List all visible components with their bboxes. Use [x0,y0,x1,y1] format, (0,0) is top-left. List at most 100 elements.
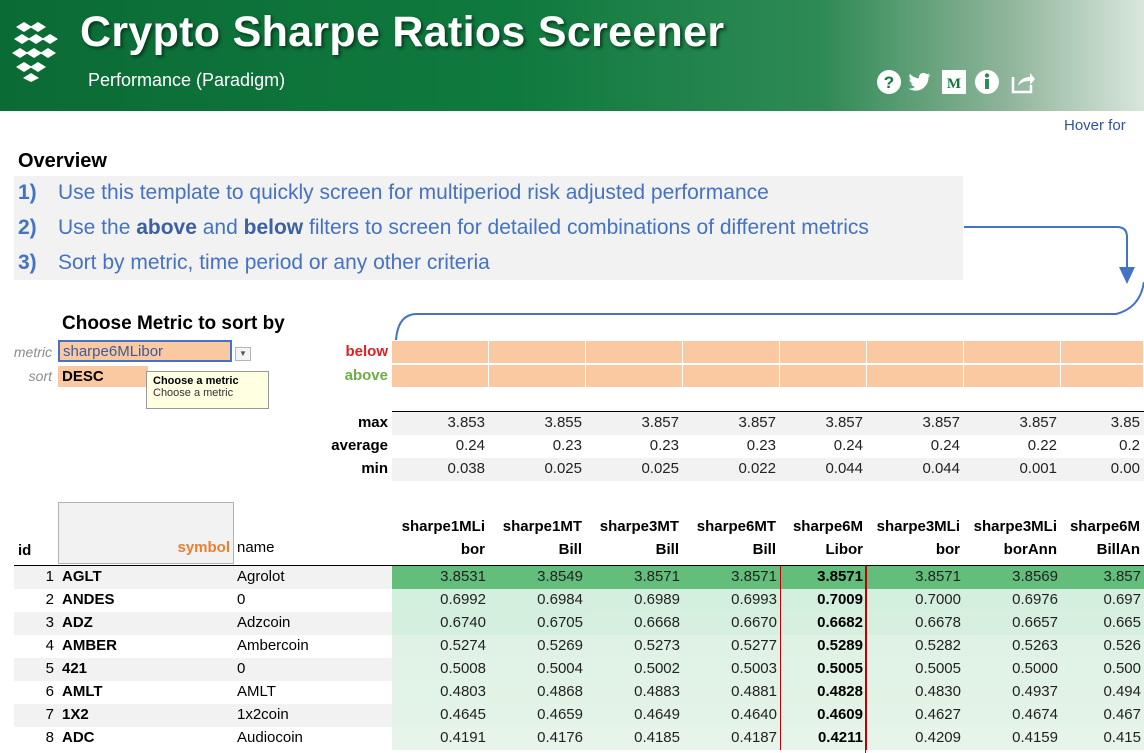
row-name: AMLT [237,683,276,700]
overview-step-3: 3) Sort by metric, time period or any oth… [18,251,490,286]
metric-cell: 0.6989 [586,589,683,612]
metric-cell: 0.4649 [586,704,683,727]
table-row[interactable]: 4 AMBER Ambercoin 0.5274 0.5269 0.5273 0.5277 0… [14,635,1144,658]
below-filter-cell[interactable] [683,341,780,363]
metric-cell: 0.6993 [683,589,780,612]
stats-average-row: 0.24 0.23 0.23 0.23 0.24 0.24 0.22 0.2 [392,435,1144,458]
column-header-sharpe3MTBill[interactable]: sharpe3MT Bill [586,515,679,561]
help-icon[interactable]: ? [876,69,902,95]
max-value: 3.855 [544,414,582,431]
metric-cell: 3.8571 [683,566,780,589]
table-row[interactable]: 3 ADZ Adzcoin 0.6740 0.6705 0.6668 0.6670 0.668… [14,612,1144,635]
min-value: 0.025 [544,460,582,477]
step-keyword: below [243,216,304,239]
average-value: 0.22 [1027,437,1057,454]
below-filter-cell[interactable] [586,341,683,363]
min-value: 0.044 [825,460,863,477]
max-value: 3.857 [738,414,776,431]
metric-cell: 0.4883 [586,681,683,704]
below-filter-cell[interactable] [964,341,1061,363]
table-row[interactable]: 2 ANDES 0 0.6992 0.6984 0.6989 0.6993 0.7009 0.7… [14,589,1144,612]
overview-title: Overview [18,150,107,172]
below-filter-cell[interactable] [780,341,867,363]
step-text: filters to screen for detailed combinati… [303,216,869,239]
max-value: 3.857 [825,414,863,431]
choose-metric-title: Choose Metric to sort by [62,313,285,334]
symbol-column-header[interactable]: symbol [177,539,230,556]
row-id: 8 [45,729,54,746]
column-header-sharpe1MLibor[interactable]: sharpe1MLi bor [392,515,485,561]
metric-cell: 0.5277 [683,635,780,658]
column-header-line1: sharpe3MLi [876,518,960,535]
chevron-down-icon[interactable]: ▼ [235,347,251,361]
metric-cell: 0.5274 [392,635,489,658]
column-header-sharpe6MBillAn[interactable]: sharpe6M BillAn [1061,515,1140,561]
share-icon[interactable] [1010,69,1036,95]
column-header-sharpe3MLibor[interactable]: sharpe3MLi bor [867,515,960,561]
metric-cell: 0.6668 [586,612,683,635]
table-row[interactable]: 5 421 0 0.5008 0.5004 0.5002 0.5003 0.5005 0.500… [14,658,1144,681]
metric-cell: 0.4828 [780,681,867,704]
column-header-line2: BillAn [1096,541,1140,558]
column-header-line1: sharpe6MT [696,518,776,535]
above-filter-cell[interactable] [780,365,867,387]
average-value: 0.24 [833,437,863,454]
average-value: 0.23 [746,437,776,454]
column-header-sharpe3MLiborAnn[interactable]: sharpe3MLi borAnn [964,515,1057,561]
medium-icon[interactable]: M [941,69,967,95]
max-value: 3.853 [447,414,485,431]
metric-dropdown[interactable]: sharpe6MLibor [58,340,232,362]
below-filter-cell[interactable] [867,341,964,363]
below-filter-cell[interactable] [392,341,489,363]
above-filter-cell[interactable] [867,365,964,387]
metric-cell: 0.5002 [586,658,683,681]
average-value: 0.24 [455,437,485,454]
above-filter-cell[interactable] [489,365,586,387]
above-filter-cell[interactable] [392,365,489,387]
metric-cell: 0.467 [1061,704,1144,727]
max-value: 3.857 [922,414,960,431]
id-column-header[interactable]: id [18,542,32,559]
above-filter-cell[interactable] [683,365,780,387]
above-filter-cell[interactable] [964,365,1061,387]
below-filter-cell[interactable] [489,341,586,363]
metric-cell: 0.5005 [780,658,867,681]
step-text: Use this template to quickly screen for … [58,181,769,204]
row-symbol: ADZ [62,614,93,631]
row-name: Agrolot [237,568,285,585]
overview-step-1: 1) Use this template to quickly screen fo… [18,181,769,216]
name-column-header[interactable]: name [237,539,275,556]
max-label: max [357,414,388,431]
column-header-sharpe1MTBill[interactable]: sharpe1MT Bill [489,515,582,561]
twitter-icon[interactable] [907,69,933,95]
metric-cell: 0.6705 [489,612,586,635]
stats-min-row: 0.038 0.025 0.025 0.022 0.044 0.044 0.001 0.00 [392,458,1144,481]
above-filter-cell[interactable] [586,365,683,387]
max-value: 3.85 [1110,414,1140,431]
above-filter-cell[interactable] [1061,365,1144,387]
column-header-line2: borAnn [1003,541,1057,558]
info-icon[interactable] [974,69,1000,95]
below-filter-label: below [345,343,388,360]
table-row[interactable]: 8 ADC Audiocoin 0.4191 0.4176 0.4185 0.4187 0.4… [14,727,1144,750]
overview-step-2: 2) Use the above and below filters to scr… [18,216,869,251]
metric-cell: 0.4645 [392,704,489,727]
sort-field[interactable]: DESC [58,366,148,387]
table-row[interactable]: 7 1X2 1x2coin 0.4645 0.4659 0.4649 0.4640 0.460… [14,704,1144,727]
row-symbol: AGLT [62,568,102,585]
column-header-sharpe6MLibor[interactable]: sharpe6M Libor [780,515,863,561]
metric-cell: 0.4881 [683,681,780,704]
column-header-line2: Bill [655,541,679,558]
row-symbol: 1X2 [62,706,89,723]
metric-cell: 0.500 [1061,658,1144,681]
below-filter-cell[interactable] [1061,341,1144,363]
svg-text:M: M [947,76,961,92]
column-header-sharpe6MTBill[interactable]: sharpe6MT Bill [683,515,776,561]
table-row[interactable]: 1 AGLT Agrolot 3.8531 3.8549 3.8571 3.8571 3.85… [14,566,1144,589]
metric-cell: 0.415 [1061,727,1144,750]
table-row[interactable]: 6 AMLT AMLT 0.4803 0.4868 0.4883 0.4881 0.4828 0… [14,681,1144,704]
column-header-line2: Bill [558,541,582,558]
metric-cell: 0.5003 [683,658,780,681]
max-value: 3.857 [1019,414,1057,431]
logo-icon [12,22,58,82]
